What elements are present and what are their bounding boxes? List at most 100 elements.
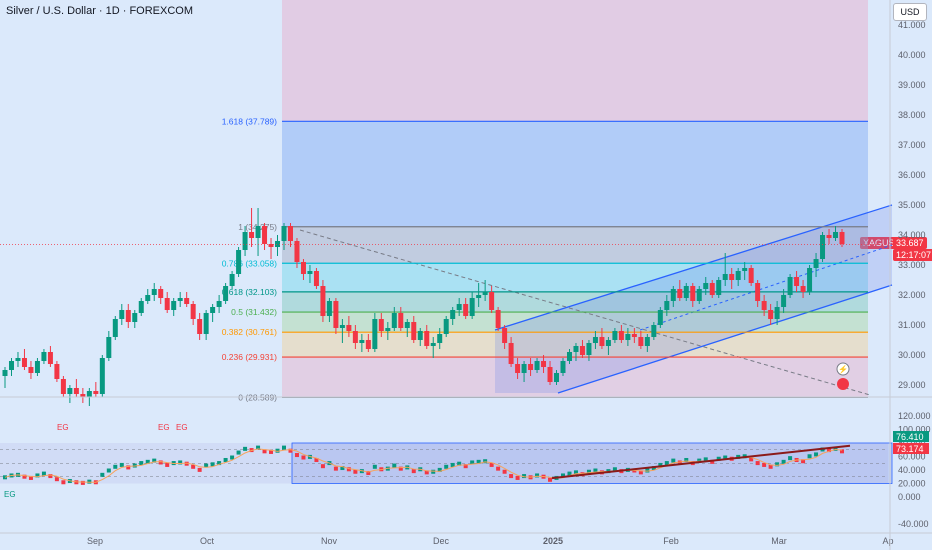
candle xyxy=(385,322,391,340)
indicator-bar xyxy=(411,469,416,474)
indicator-bar xyxy=(463,464,468,469)
candle xyxy=(372,313,378,352)
indicator-bar xyxy=(158,460,163,465)
indicator-bar xyxy=(243,446,248,451)
indicator-value-tag xyxy=(893,443,929,454)
indicator-bar xyxy=(716,456,721,461)
candle xyxy=(2,367,8,388)
indicator-bar xyxy=(723,455,728,460)
candle-body xyxy=(236,250,242,274)
candle xyxy=(60,376,66,397)
candle-body xyxy=(631,334,637,337)
candle xyxy=(833,226,839,241)
candle-body xyxy=(839,232,845,244)
candle xyxy=(287,223,293,247)
candle-body xyxy=(820,235,826,259)
price-tick-label: 34.000 xyxy=(898,230,926,240)
candle xyxy=(528,358,534,376)
candle xyxy=(398,307,404,331)
candle-body xyxy=(450,310,456,319)
indicator-bar xyxy=(236,450,241,455)
fib-label-0: 1.618 (37.789) xyxy=(222,116,277,126)
candle xyxy=(508,337,514,367)
candle xyxy=(93,382,99,397)
indicator-bar xyxy=(41,471,46,476)
candle xyxy=(573,343,579,361)
indicator-bar xyxy=(424,470,429,475)
indicator-bar xyxy=(119,462,124,467)
date-tick-label: Feb xyxy=(663,536,679,546)
indicator-bar xyxy=(139,461,144,466)
candle xyxy=(106,331,112,361)
candle xyxy=(722,253,728,286)
candle xyxy=(378,313,384,337)
indicator-bar xyxy=(113,464,118,469)
price-tick-label: 29.000 xyxy=(898,380,926,390)
candle xyxy=(184,292,190,307)
indicator-bar xyxy=(100,472,105,477)
candle-body xyxy=(67,388,73,394)
currency-button[interactable]: USD xyxy=(893,3,927,21)
indicator-bar xyxy=(749,457,754,462)
candle xyxy=(560,358,566,376)
indicator-bar xyxy=(483,459,488,464)
candle xyxy=(443,316,449,337)
candle xyxy=(703,277,709,295)
candle-body xyxy=(469,298,475,316)
candle-body xyxy=(203,313,209,334)
indicator-bar xyxy=(801,459,806,464)
indicator-tick-label: 0.000 xyxy=(898,492,921,502)
indicator-value-label: 73.174 xyxy=(896,444,924,454)
candle xyxy=(99,355,105,397)
channel-mid xyxy=(639,244,893,331)
chart-title: Silver / U.S. Dollar · 1D · FOREXCOM xyxy=(6,5,194,17)
indicator-bar xyxy=(80,480,85,485)
indicator-bar xyxy=(612,467,617,472)
date-tick-label: Sep xyxy=(87,536,103,546)
indicator-bar xyxy=(54,477,59,482)
indicator-bar xyxy=(658,462,663,467)
candle-body xyxy=(93,391,99,394)
candle xyxy=(249,208,255,247)
candle-body xyxy=(132,313,138,322)
candle xyxy=(716,277,722,298)
candle-body xyxy=(404,322,410,328)
indicator-bar xyxy=(840,449,844,454)
candle xyxy=(638,331,644,349)
indicator-bar xyxy=(703,457,708,462)
indicator-bar xyxy=(697,458,702,463)
candle-body xyxy=(313,271,319,286)
candle xyxy=(813,253,819,277)
flash-icon-glyph: ⚡ xyxy=(838,364,848,374)
fib-zone-top xyxy=(282,0,868,122)
indicator-bar xyxy=(638,470,643,475)
candle xyxy=(599,328,605,349)
channel-lower xyxy=(557,284,893,394)
indicator-bar xyxy=(288,448,293,453)
indicator-bar xyxy=(204,463,209,468)
indicator-bar xyxy=(664,461,669,466)
price-tick-label: 41.000 xyxy=(898,20,926,30)
indicator-bar xyxy=(535,473,540,478)
candle xyxy=(664,295,670,316)
candle xyxy=(495,307,501,331)
candle-body xyxy=(476,295,482,298)
candle-body xyxy=(696,289,702,301)
candle xyxy=(696,286,702,304)
candle-body xyxy=(729,274,735,280)
candle xyxy=(216,295,222,313)
indicator-bar xyxy=(489,462,494,467)
indicator-bar xyxy=(333,466,338,471)
candle xyxy=(670,286,676,307)
candle-body xyxy=(411,322,417,340)
candle xyxy=(768,304,774,325)
candle-body xyxy=(47,352,53,364)
candle-body xyxy=(398,313,404,328)
candle xyxy=(657,307,663,328)
candle xyxy=(781,289,787,313)
indicator-bar xyxy=(372,464,377,469)
candle-body xyxy=(534,361,540,370)
indicator-bar xyxy=(450,462,455,467)
indicator-bar xyxy=(61,480,66,485)
